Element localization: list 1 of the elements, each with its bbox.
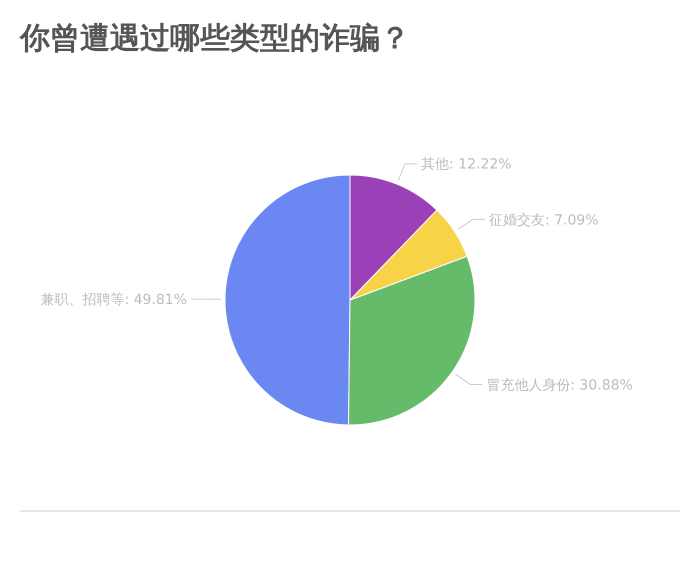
- title: 你曾遭遇过哪些类型的诈骗？: [20, 21, 410, 56]
